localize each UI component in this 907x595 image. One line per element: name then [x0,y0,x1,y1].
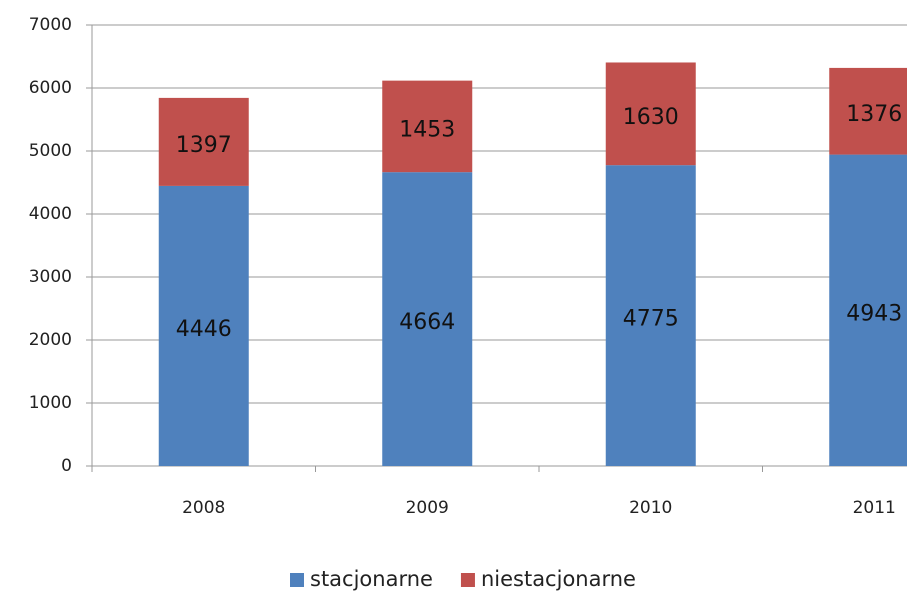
bar-segment [829,67,907,155]
value-label: 1376 [846,102,902,127]
x-tick-label: 2010 [629,498,672,518]
bar-segment [829,154,907,466]
y-tick-label: 5000 [29,141,72,161]
y-tick-label: 1000 [29,393,72,413]
y-tick-label: 7000 [29,15,72,35]
x-tick-label: 2009 [406,498,449,518]
value-label: 1397 [176,133,232,158]
y-tick-label: 3000 [29,267,72,287]
legend-label: stacjonarne [310,567,433,591]
legend-swatch [290,573,304,587]
legend-swatch [460,573,475,587]
y-tick-label: 2000 [29,330,72,350]
value-label: 4664 [399,310,455,335]
value-label: 1453 [399,117,455,142]
legend-label: niestacjonarne [481,567,636,591]
x-tick-label: 2011 [853,498,896,518]
value-label: 1630 [623,105,679,130]
value-label: 4943 [846,301,902,326]
value-label: 4775 [623,307,679,332]
bar-segment [605,165,696,467]
y-tick-label: 6000 [29,78,72,98]
bar-segment [158,97,249,186]
value-label: 4446 [176,317,232,342]
bar-segment [605,62,696,166]
bar-segment [382,80,473,173]
x-tick-label: 2008 [182,498,225,518]
bar-segment [382,172,473,466]
y-tick-label: 0 [61,456,72,476]
bar-segment [158,185,249,467]
y-tick-label: 4000 [29,204,72,224]
